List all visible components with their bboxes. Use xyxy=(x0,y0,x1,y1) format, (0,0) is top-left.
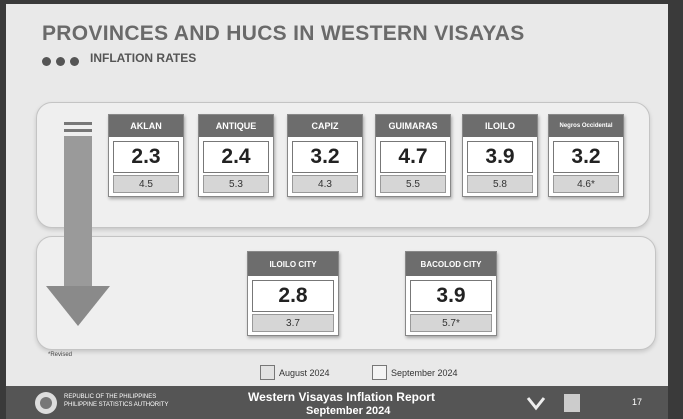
region-card: GUIMARAS 4.7 5.5 xyxy=(375,114,451,197)
region-card: ILOILO 3.9 5.8 xyxy=(462,114,538,197)
logo xyxy=(34,391,58,415)
august-rate: 5.8 xyxy=(467,175,533,193)
region-card: CAPIZ 3.2 4.3 xyxy=(287,114,363,197)
august-rate: 5.3 xyxy=(203,175,269,193)
bullet-dots xyxy=(42,53,84,71)
september-rate: 3.9 xyxy=(467,141,533,173)
region-name: ANTIQUE xyxy=(199,115,273,137)
september-rate: 2.3 xyxy=(113,141,179,173)
legend-label: August 2024 xyxy=(279,368,330,378)
report-title: Western Visayas Inflation Report xyxy=(248,390,435,404)
region-name: AKLAN xyxy=(109,115,183,137)
region-name: ILOILO CITY xyxy=(248,252,338,276)
august-rate: 4.5 xyxy=(113,175,179,193)
region-card: ANTIQUE 2.4 5.3 xyxy=(198,114,274,197)
august-rate: 5.7* xyxy=(410,314,492,332)
legend-item: August 2024 xyxy=(260,365,330,380)
august-rate: 3.7 xyxy=(252,314,334,332)
down-arrow xyxy=(42,122,114,330)
region-name: Negros Occidental xyxy=(549,115,623,137)
page: {"header": {"title": "PROVINCES AND HUCS… xyxy=(0,0,683,419)
slide: PROVINCES AND HUCS IN WESTERN VISAYAS IN… xyxy=(6,4,668,419)
city-panel xyxy=(36,236,656,350)
september-rate: 3.2 xyxy=(292,141,358,173)
org-line: REPUBLIC OF THE PHILIPPINES xyxy=(64,393,156,401)
august-rate: 4.6* xyxy=(553,175,619,193)
region-name: BACOLOD CITY xyxy=(406,252,496,276)
legend-label: September 2024 xyxy=(391,368,458,378)
september-rate: 4.7 xyxy=(380,141,446,173)
september-rate: 3.9 xyxy=(410,280,492,312)
region-card: AKLAN 2.3 4.5 xyxy=(108,114,184,197)
legend-item: September 2024 xyxy=(372,365,458,380)
september-rate: 2.4 xyxy=(203,141,269,173)
region-card: BACOLOD CITY 3.9 5.7* xyxy=(405,251,497,336)
org-line: PHILIPPINE STATISTICS AUTHORITY xyxy=(64,401,168,409)
note: *Revised xyxy=(48,352,72,358)
region-name: CAPIZ xyxy=(288,115,362,137)
september-rate: 2.8 xyxy=(252,280,334,312)
region-card: ILOILO CITY 2.8 3.7 xyxy=(247,251,339,336)
region-name: GUIMARAS xyxy=(376,115,450,137)
region-name: ILOILO xyxy=(463,115,537,137)
footer: REPUBLIC OF THE PHILIPPINES PHILIPPINE S… xyxy=(6,386,668,419)
region-card: Negros Occidental 3.2 4.6* xyxy=(548,114,624,197)
icons xyxy=(526,392,586,414)
title: PROVINCES AND HUCS IN WESTERN VISAYAS xyxy=(42,22,525,46)
page-number: 17 xyxy=(632,397,642,407)
subtitle: INFLATION RATES xyxy=(90,51,196,65)
report-period: September 2024 xyxy=(306,405,390,417)
august-rate: 4.3 xyxy=(292,175,358,193)
august-rate: 5.5 xyxy=(380,175,446,193)
september-rate: 3.2 xyxy=(553,141,619,173)
